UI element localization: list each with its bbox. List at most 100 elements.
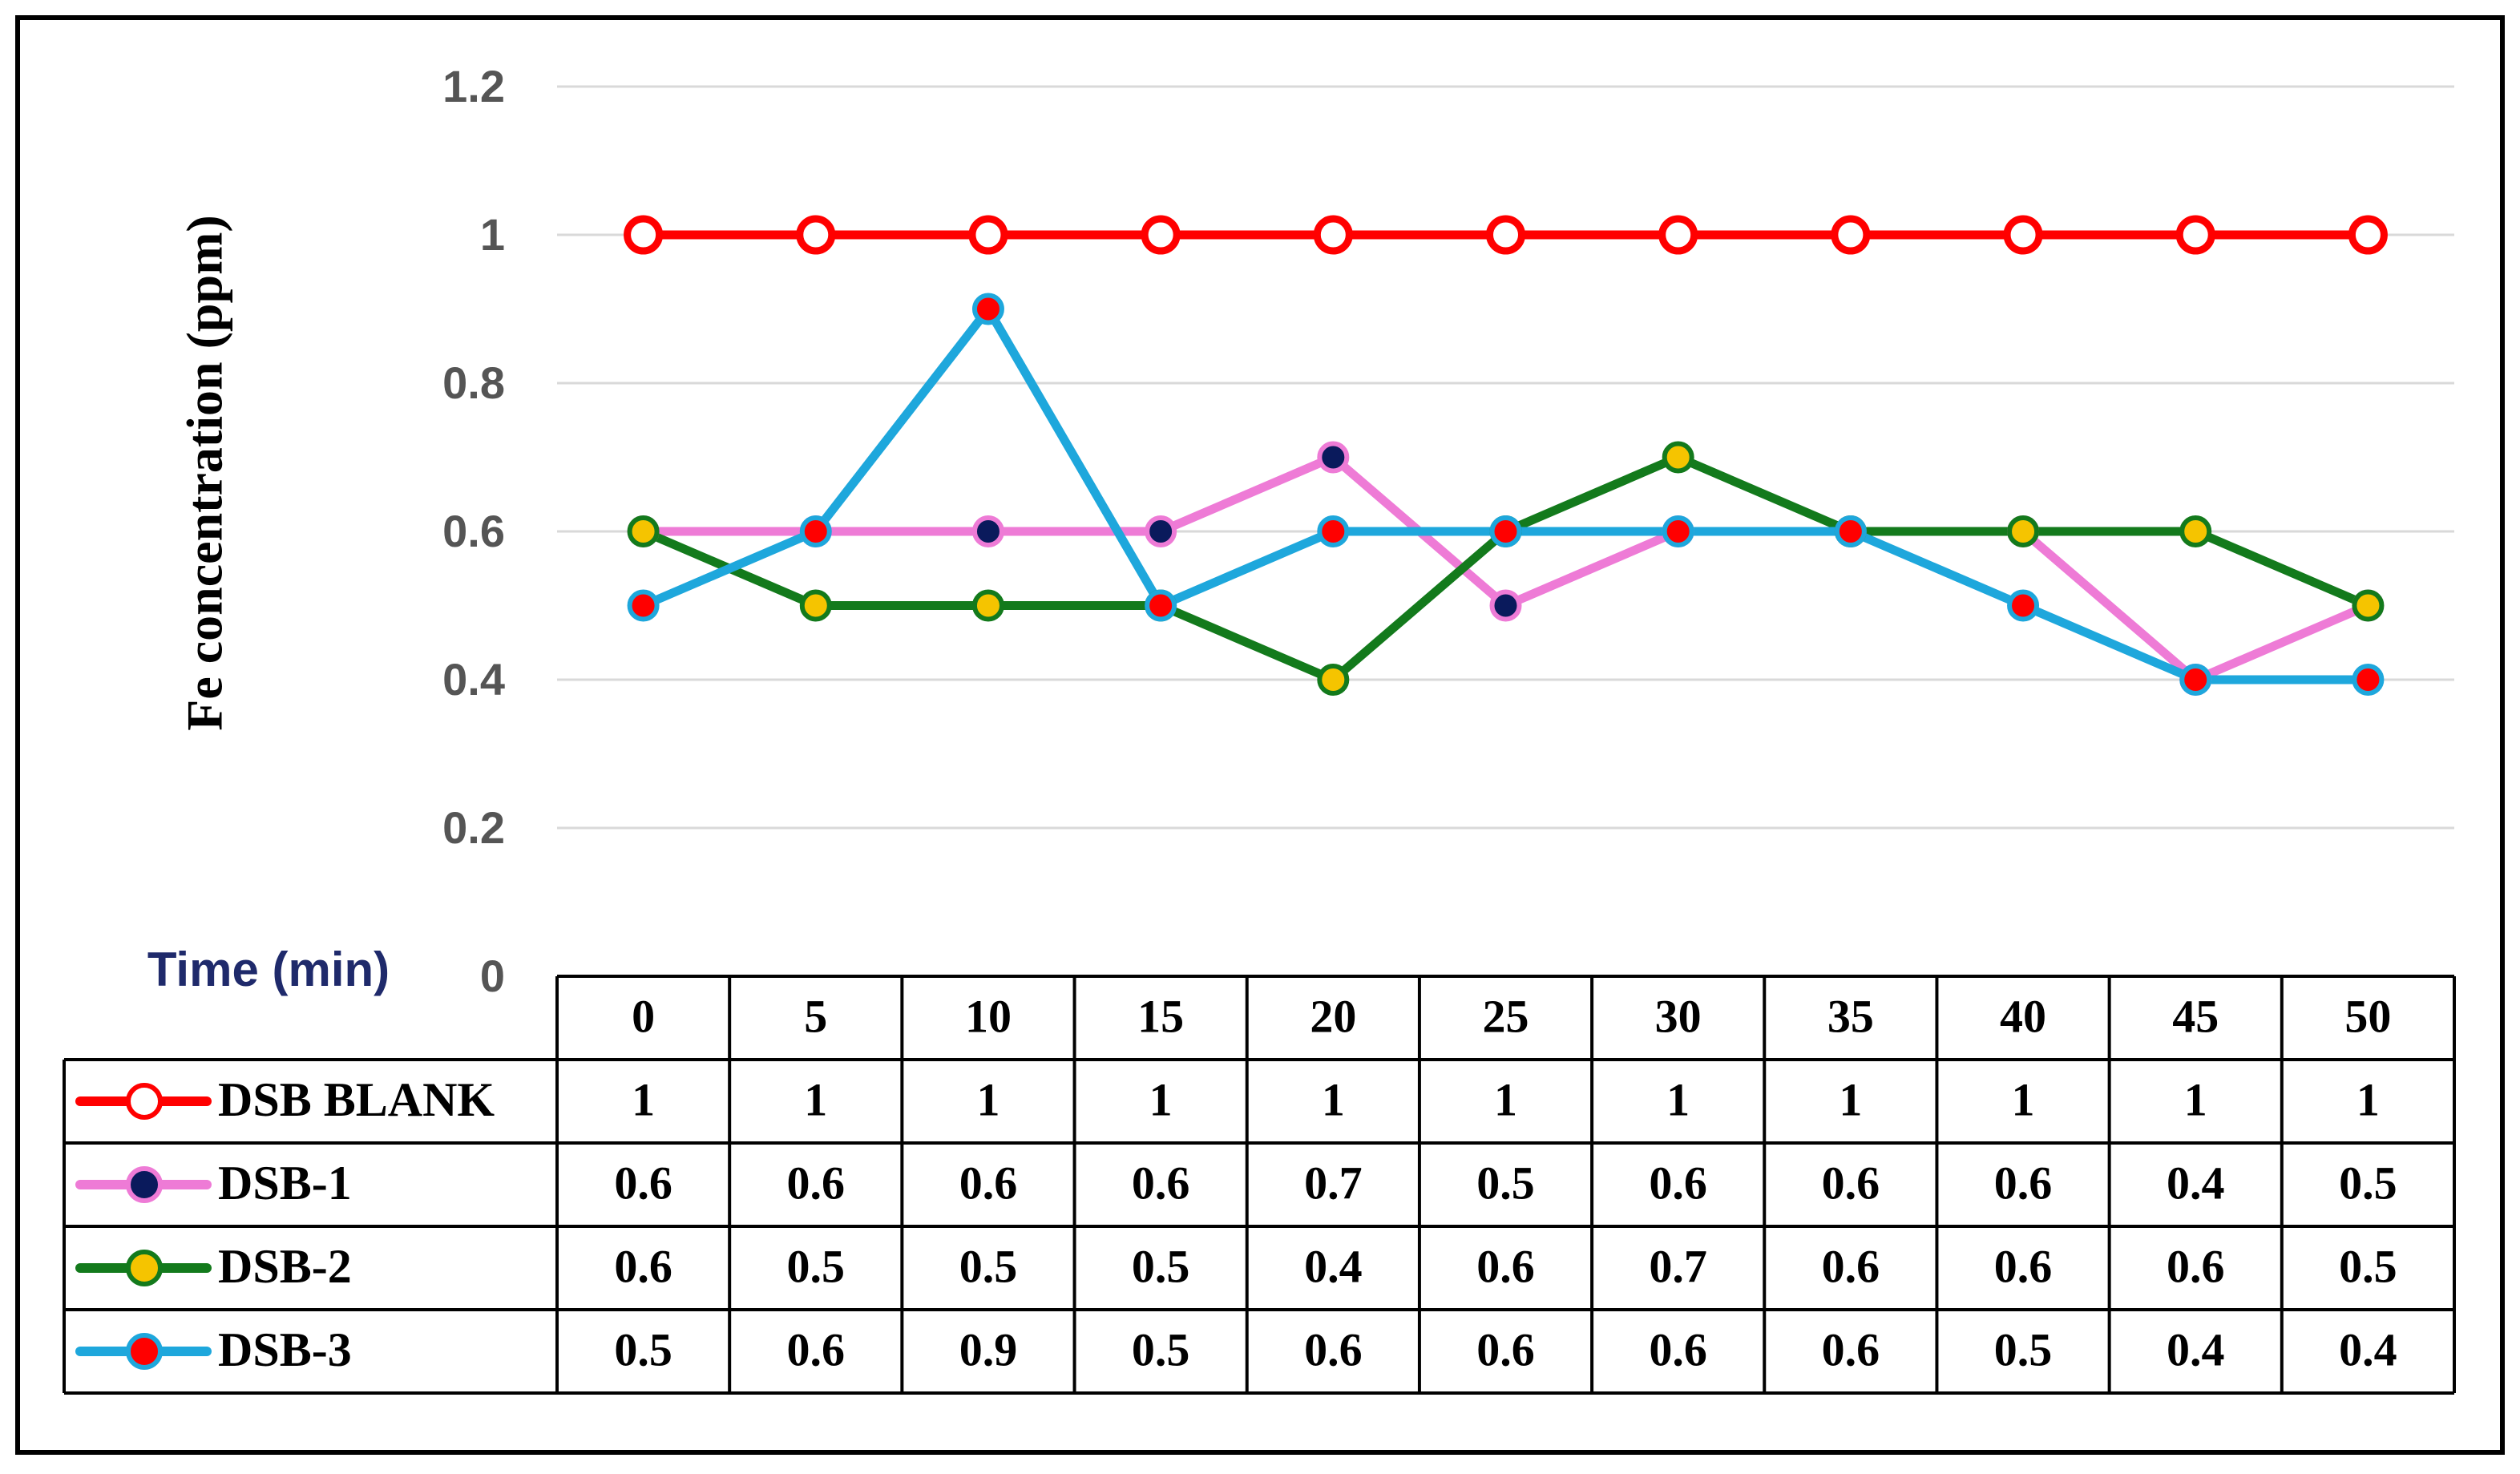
legend-series-name: DSB BLANK <box>218 1073 495 1126</box>
table-cell-value: 0.5 <box>787 1240 846 1292</box>
table-cell-value: 0.6 <box>1994 1157 2053 1209</box>
y-axis-ticks: 0 0.2 0.4 0.6 0.8 1 1.2 <box>442 61 505 1001</box>
legend-key-marker <box>126 1250 163 1286</box>
x-tick-label: 15 <box>1137 990 1184 1042</box>
table-cell-value: 0.6 <box>1649 1157 1707 1209</box>
x-tick-label: 50 <box>2344 990 2391 1042</box>
data-point <box>1486 215 1525 255</box>
x-axis-title: Time (min) <box>147 943 390 996</box>
y-tick-label: 1 <box>480 209 505 260</box>
x-tick-label: 35 <box>1827 990 1874 1042</box>
table-cell-value: 0.6 <box>959 1157 1018 1209</box>
y-tick-label: 0.4 <box>442 654 505 705</box>
table-cell-value: 0.5 <box>1132 1323 1190 1375</box>
table-cell-value: 1 <box>976 1073 1000 1125</box>
table-cell-value: 0.6 <box>787 1323 846 1375</box>
data-point <box>2003 215 2043 255</box>
legend-key-marker <box>126 1083 163 1120</box>
y-tick-label: 0 <box>480 951 505 1001</box>
outer-frame <box>15 15 2505 1455</box>
table-cell-value: 0.5 <box>2339 1240 2397 1292</box>
data-point <box>2179 515 2212 547</box>
data-table: 0 5 10 15 20 25 30 35 40 45 50 DSB BLANK 1 1 1 1 1 1 1 1 1 1 1… <box>63 975 2456 1395</box>
data-point <box>1831 215 1871 255</box>
x-tick-label: 25 <box>1483 990 1529 1042</box>
data-point <box>968 215 1008 255</box>
data-point <box>1317 664 1350 696</box>
table-cell-value: 1 <box>804 1073 827 1125</box>
legend-series-name: DSB-3 <box>218 1323 352 1376</box>
data-point <box>2352 589 2385 622</box>
data-point <box>1489 515 1522 547</box>
data-point <box>1662 441 1694 474</box>
table-cell-value: 1 <box>2184 1073 2207 1125</box>
x-tick-label: 40 <box>2000 990 2046 1042</box>
table-cell-value: 1 <box>1666 1073 1690 1125</box>
data-point <box>1489 589 1522 622</box>
x-tick-label: 20 <box>1310 990 1356 1042</box>
table-cell-value: 1 <box>1839 1073 1862 1125</box>
data-point <box>1317 441 1350 474</box>
table-cell-value: 0.4 <box>2167 1157 2225 1209</box>
x-tick-label: 45 <box>2172 990 2219 1042</box>
table-cell-value: 1 <box>2012 1073 2035 1125</box>
table-cell-value: 0.6 <box>787 1157 846 1209</box>
table-cell-value: 1 <box>632 1073 655 1125</box>
data-point <box>1313 215 1353 255</box>
table-cell-value: 0.6 <box>1822 1157 1880 1209</box>
data-point <box>1145 589 1177 622</box>
y-tick-label: 0.2 <box>442 802 505 853</box>
x-tick-label: 10 <box>965 990 1012 1042</box>
table-cell-value: 1 <box>1494 1073 1517 1125</box>
x-tick-label: 30 <box>1655 990 1702 1042</box>
data-point <box>1662 515 1694 547</box>
table-cell-value: 0.6 <box>1132 1157 1190 1209</box>
data-point <box>2007 515 2040 547</box>
table-cell-value: 0.6 <box>614 1157 672 1209</box>
data-point <box>627 515 660 547</box>
table-cell-value: 0.5 <box>959 1240 1018 1292</box>
table-cell-value: 1 <box>1322 1073 1345 1125</box>
legend-key-marker <box>126 1166 163 1203</box>
table-cell-value: 0.5 <box>1994 1323 2053 1375</box>
table-cell-value: 0.6 <box>1476 1240 1535 1292</box>
table-cell-value: 0.4 <box>1304 1240 1363 1292</box>
data-point <box>624 215 664 255</box>
table-cell-value: 0.5 <box>614 1323 672 1375</box>
plot-series <box>624 215 2388 696</box>
y-tick-label: 0.8 <box>442 357 505 408</box>
table-cell-value: 0.6 <box>2167 1240 2225 1292</box>
x-tick-label: 5 <box>804 990 827 1042</box>
data-point <box>2179 664 2212 696</box>
data-point <box>2175 215 2215 255</box>
table-cell-value: 0.5 <box>2339 1157 2397 1209</box>
data-point <box>971 589 1004 622</box>
table-cell-value: 0.6 <box>1822 1240 1880 1292</box>
data-point <box>1145 515 1177 547</box>
legend-key-marker <box>126 1333 163 1370</box>
table-cell-value: 0.4 <box>2167 1323 2225 1375</box>
data-point <box>796 215 836 255</box>
data-point <box>1658 215 1698 255</box>
y-axis-label: Fe concentration (ppm) <box>176 215 233 730</box>
table-cell-value: 1 <box>2356 1073 2380 1125</box>
data-point <box>2007 589 2040 622</box>
table-cell-value: 0.6 <box>1649 1323 1707 1375</box>
table-cell-value: 0.5 <box>1132 1240 1190 1292</box>
table-cell-value: 1 <box>1149 1073 1173 1125</box>
data-point <box>971 293 1004 325</box>
data-point <box>1141 215 1181 255</box>
data-point <box>799 589 832 622</box>
table-cell-value: 0.4 <box>2339 1323 2397 1375</box>
data-point <box>799 515 832 547</box>
table-cell-value: 0.6 <box>1822 1323 1880 1375</box>
data-point <box>971 515 1004 547</box>
data-point <box>1834 515 1867 547</box>
data-point <box>627 589 660 622</box>
y-tick-label: 1.2 <box>442 61 505 111</box>
data-point <box>2348 215 2388 255</box>
table-cell-value: 0.7 <box>1304 1157 1363 1209</box>
table-cell-value: 0.6 <box>1476 1323 1535 1375</box>
